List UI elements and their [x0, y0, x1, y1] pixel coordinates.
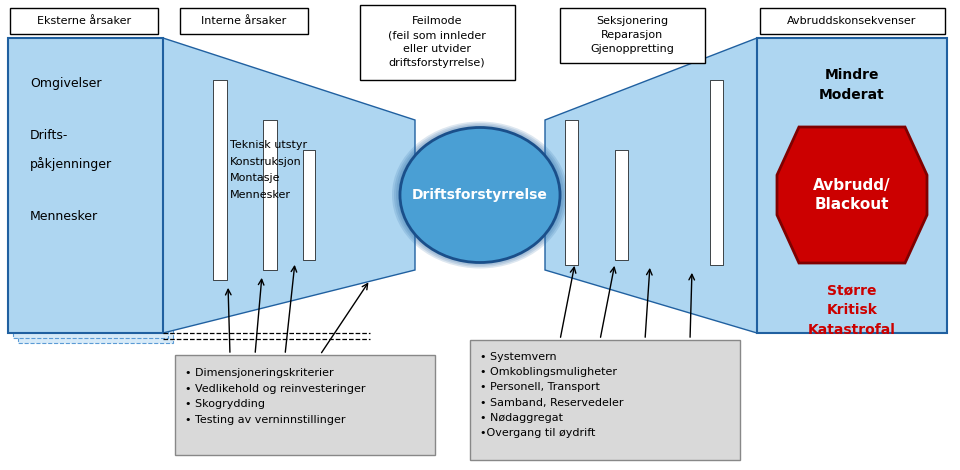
- Polygon shape: [545, 38, 757, 333]
- FancyBboxPatch shape: [180, 8, 308, 34]
- FancyBboxPatch shape: [263, 120, 277, 270]
- Text: Avbruddskonsekvenser: Avbruddskonsekvenser: [787, 16, 917, 26]
- Text: • Systemvern
• Omkoblingsmuligheter
• Personell, Transport
• Samband, Reservedel: • Systemvern • Omkoblingsmuligheter • Pe…: [480, 352, 623, 438]
- Text: Feilmode
(feil som innleder
eller utvider
driftsforstyrrelse): Feilmode (feil som innleder eller utvide…: [388, 16, 486, 68]
- Ellipse shape: [396, 125, 564, 266]
- Ellipse shape: [398, 126, 562, 264]
- Text: • Dimensjoneringskriterier
• Vedlikehold og reinvesteringer
• Skogrydding
• Test: • Dimensjoneringskriterier • Vedlikehold…: [185, 368, 366, 425]
- Text: Driftsforstyrrelse: Driftsforstyrrelse: [412, 188, 548, 202]
- FancyBboxPatch shape: [18, 48, 173, 343]
- FancyBboxPatch shape: [213, 80, 227, 280]
- FancyBboxPatch shape: [470, 340, 740, 460]
- Text: Eksterne årsaker: Eksterne årsaker: [36, 16, 132, 26]
- Ellipse shape: [400, 127, 560, 263]
- Text: Interne årsaker: Interne årsaker: [202, 16, 287, 26]
- Text: Større
Kritisk
Katastrofal: Større Kritisk Katastrofal: [808, 283, 896, 337]
- FancyBboxPatch shape: [615, 150, 628, 260]
- Text: Mindre
Moderat: Mindre Moderat: [819, 68, 885, 102]
- FancyBboxPatch shape: [565, 120, 578, 265]
- FancyBboxPatch shape: [760, 8, 945, 34]
- FancyBboxPatch shape: [175, 355, 435, 455]
- Text: Teknisk utstyr
Konstruksjon
Montasje
Mennesker: Teknisk utstyr Konstruksjon Montasje Men…: [230, 141, 307, 200]
- Text: Avbrudd/
Blackout: Avbrudd/ Blackout: [813, 178, 891, 212]
- FancyBboxPatch shape: [360, 5, 515, 80]
- Ellipse shape: [394, 123, 566, 267]
- FancyBboxPatch shape: [303, 150, 315, 260]
- Text: Omgivelser

Drifts-
påkjenninger

Mennesker: Omgivelser Drifts- påkjenninger Menneske…: [30, 78, 112, 223]
- FancyBboxPatch shape: [8, 38, 163, 333]
- Ellipse shape: [392, 122, 568, 268]
- Polygon shape: [777, 127, 927, 263]
- FancyBboxPatch shape: [757, 38, 947, 333]
- Text: Seksjonering
Reparasjon
Gjenoppretting: Seksjonering Reparasjon Gjenoppretting: [590, 16, 674, 54]
- Polygon shape: [163, 38, 415, 333]
- FancyBboxPatch shape: [560, 8, 705, 63]
- FancyBboxPatch shape: [13, 43, 168, 338]
- FancyBboxPatch shape: [710, 80, 723, 265]
- FancyBboxPatch shape: [10, 8, 158, 34]
